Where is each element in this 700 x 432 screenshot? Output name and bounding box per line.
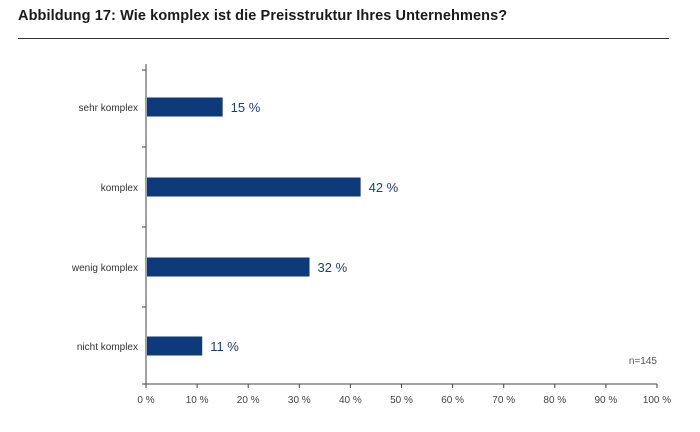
category-label: nicht komplex [77, 342, 138, 353]
x-tick-label: 30 % [288, 395, 311, 406]
data-label: 32 % [318, 260, 348, 275]
data-label: 42 % [369, 180, 399, 195]
x-tick-label: 0 % [137, 395, 154, 406]
bar [147, 97, 223, 117]
x-tick-label: 70 % [492, 395, 515, 406]
labels: sehr komplex 15 % komplex 42 % wenig komplex… [71, 100, 399, 354]
x-tick-label: 10 % [186, 395, 209, 406]
category-label: wenig komplex [71, 263, 138, 274]
bar [147, 257, 310, 277]
x-tick-label: 20 % [237, 395, 260, 406]
x-tick-label: 80 % [543, 395, 566, 406]
sample-size-note: n=145 [629, 356, 658, 367]
data-label: 15 % [231, 100, 261, 115]
x-tick-label: 90 % [595, 395, 618, 406]
bars [147, 97, 361, 356]
x-tick-label: 100 % [643, 395, 671, 406]
category-label: komplex [101, 183, 138, 194]
axes: 0 % 10 % 20 % 30 % 40 % 50 % 60 % 70 % 80 % 90 % 1… [137, 64, 671, 406]
x-tick-label: 40 % [339, 395, 362, 406]
chart-title: Abbildung 17: Wie komplex ist die Preiss… [18, 8, 508, 24]
title-divider [18, 38, 669, 39]
bar [147, 336, 203, 356]
bar [147, 177, 361, 197]
category-label: sehr komplex [79, 103, 138, 114]
x-tick-label: 50 % [390, 395, 413, 406]
data-label: 11 % [210, 339, 239, 354]
x-tick-label: 60 % [441, 395, 464, 406]
